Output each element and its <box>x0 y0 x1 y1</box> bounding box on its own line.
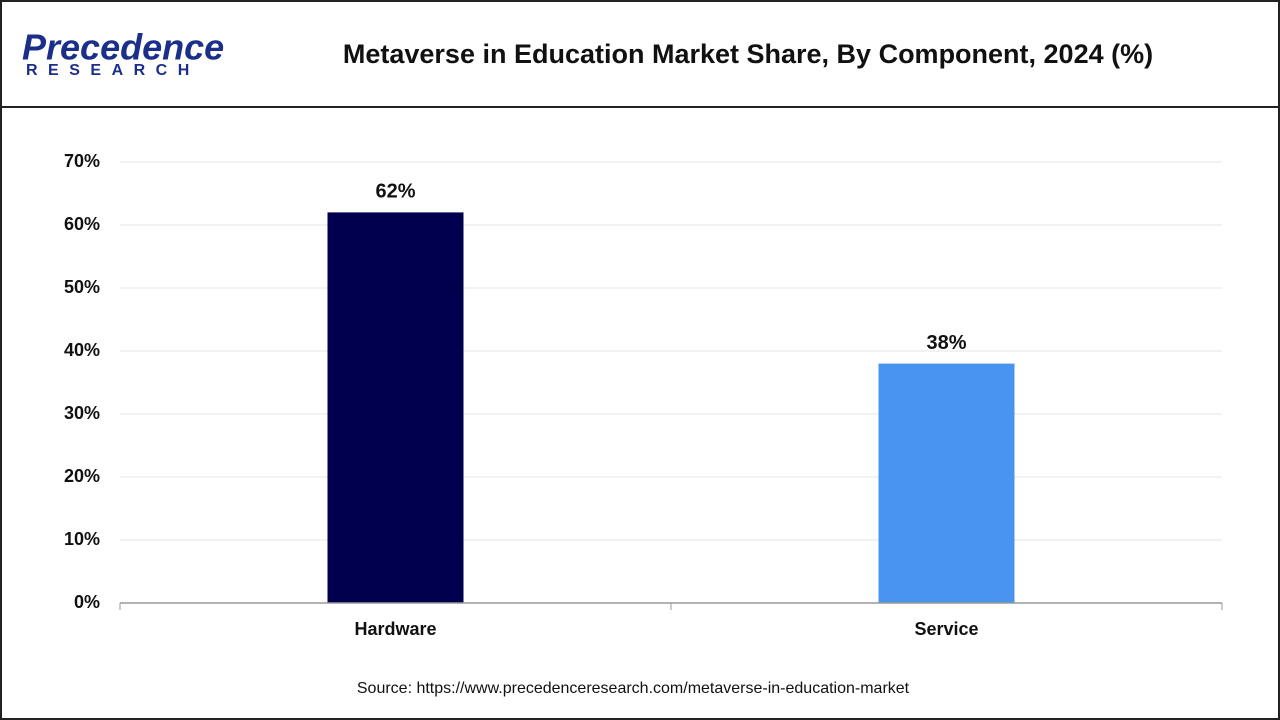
y-tick-label: 30% <box>64 403 100 423</box>
logo-name: Precedence <box>22 27 224 68</box>
y-tick-label: 0% <box>74 592 100 612</box>
y-tick-label: 20% <box>64 466 100 486</box>
y-tick-label: 10% <box>64 529 100 549</box>
x-tick-label: Hardware <box>354 619 436 639</box>
y-tick-label: 40% <box>64 340 100 360</box>
bar <box>327 212 464 603</box>
data-label: 62% <box>375 181 415 203</box>
data-label: 38% <box>926 332 966 354</box>
bar <box>878 363 1015 603</box>
chart-title: Metaverse in Education Market Share, By … <box>343 39 1153 69</box>
plot-area: 0% 10% 20% 30% 40% 50% 60% 70% Hardware 62% Servic… <box>64 151 1222 639</box>
x-tick-label: Service <box>914 619 978 639</box>
y-tick-label: 60% <box>64 214 100 234</box>
source: Source: https://www.precedenceresearch.c… <box>357 680 910 697</box>
logo-tagline: RESEARCH <box>26 62 200 79</box>
y-tick-label: 50% <box>64 277 100 297</box>
y-tick-label: 70% <box>64 151 100 171</box>
